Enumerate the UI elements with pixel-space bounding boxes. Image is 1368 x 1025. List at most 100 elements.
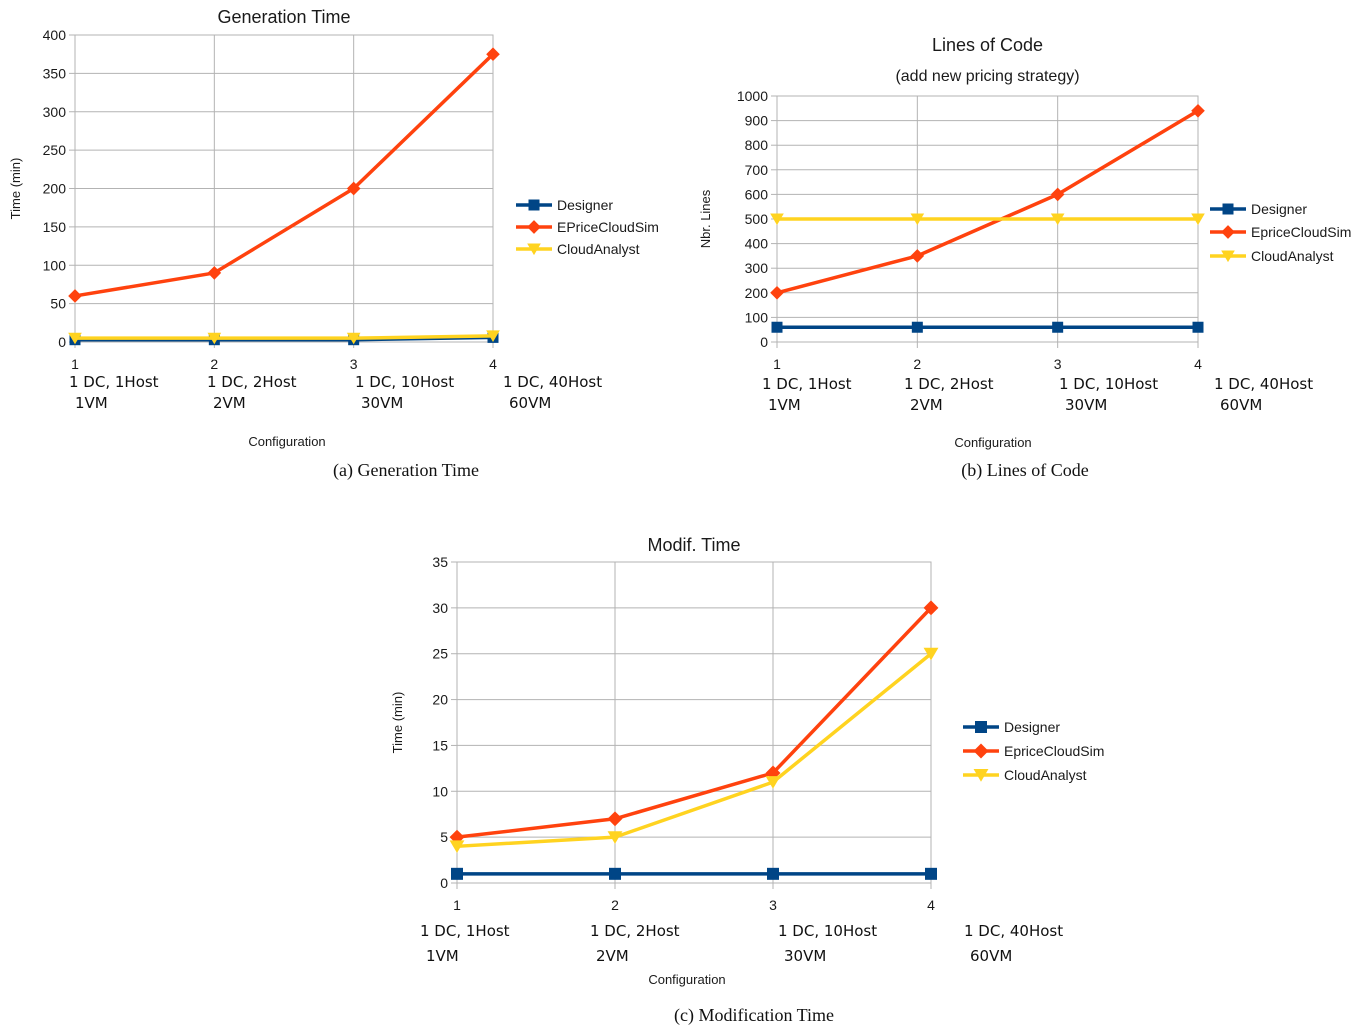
y-tick-label: 250 <box>43 142 67 158</box>
category-label-line1: 1 DC, 1Host <box>762 375 852 393</box>
legend-label: Designer <box>1004 719 1060 735</box>
category-label-line2: 2VM <box>213 394 246 412</box>
data-point-epricecloudsim <box>68 289 82 303</box>
y-tick-label: 300 <box>745 260 769 276</box>
series-line-cloudanalyst <box>75 334 494 340</box>
data-point-cloudanalyst <box>1050 213 1065 226</box>
category-label-line2: 2VM <box>910 396 943 414</box>
category-label-line2: 60VM <box>509 394 551 412</box>
x-tick-label: 3 <box>1054 356 1062 372</box>
y-tick-label: 600 <box>745 186 769 202</box>
data-point-epricecloudsim <box>607 811 623 827</box>
data-point-designer <box>911 321 923 333</box>
y-tick-label: 30 <box>432 600 448 616</box>
figure-caption: (b) Lines of Code <box>961 460 1088 481</box>
y-tick-label: 150 <box>43 219 67 235</box>
category-label-line2: 1VM <box>768 396 801 414</box>
x-tick-label: 1 <box>71 356 79 372</box>
category-label-line1: 1 DC, 2Host <box>904 375 994 393</box>
data-point-epricecloudsim <box>486 47 500 62</box>
y-axis-label: Time (min) <box>390 692 405 754</box>
legend-label: CloudAnalyst <box>557 241 640 257</box>
x-tick-label: 3 <box>769 897 777 913</box>
data-point-cloudanalyst <box>68 332 82 345</box>
y-tick-label: 200 <box>745 285 769 301</box>
y-tick-label: 35 <box>432 554 448 570</box>
data-point-cloudanalyst <box>765 776 781 789</box>
y-tick-label: 100 <box>43 257 67 273</box>
x-tick-label: 4 <box>489 356 497 372</box>
x-axis-label: Configuration <box>648 972 725 987</box>
legend-swatch-marker <box>1222 203 1234 215</box>
figure-caption: (c) Modification Time <box>674 1005 834 1025</box>
data-point-cloudanalyst <box>770 213 784 226</box>
data-point-cloudanalyst <box>923 647 939 661</box>
category-label-line2: 30VM <box>361 394 403 412</box>
y-tick-label: 0 <box>760 334 768 350</box>
data-point-designer <box>609 867 621 880</box>
x-tick-label: 3 <box>350 356 358 372</box>
y-tick-label: 400 <box>745 236 769 252</box>
category-label-line2: 30VM <box>1065 396 1107 414</box>
plot-frame <box>74 34 494 343</box>
chart-generation-time: Generation Time 0 50 100 150 200 250 300 350 400 1… <box>8 7 659 481</box>
category-label-line1: 1 DC, 10Host <box>778 922 877 940</box>
series-line-epricecloudsim <box>776 109 1199 295</box>
category-label-line2: 1VM <box>75 394 108 412</box>
x-tick-label: 1 <box>453 897 461 913</box>
data-point-cloudanalyst <box>1191 213 1205 226</box>
plot-frame <box>456 561 932 884</box>
chart-lines-of-code: Lines of Code (add new pricing strategy) 0… <box>698 35 1351 481</box>
x-tick-label: 2 <box>611 897 619 913</box>
chart-title: Lines of Code <box>932 35 1043 55</box>
data-point-designer <box>925 867 937 880</box>
legend-label: EpriceCloudSim <box>1251 224 1351 240</box>
data-point-designer <box>1192 321 1204 333</box>
y-tick-label: 10 <box>432 783 448 799</box>
y-tick-label: 700 <box>745 162 769 178</box>
data-point-cloudanalyst <box>607 831 623 844</box>
data-point-cloudanalyst <box>346 332 361 345</box>
category-label-line1: 1 DC, 1Host <box>69 373 159 391</box>
legend-label: Designer <box>1251 201 1307 217</box>
legend-swatch-marker <box>975 721 987 733</box>
y-tick-label: 25 <box>432 646 448 662</box>
series-line-epricecloudsim <box>74 52 495 298</box>
figure-caption: (a) Generation Time <box>333 460 479 481</box>
y-tick-label: 800 <box>745 137 769 153</box>
category-label-line1: 1 DC, 40Host <box>503 373 602 391</box>
data-point-cloudanalyst <box>486 330 500 342</box>
data-point-designer <box>767 867 779 880</box>
legend-swatch-marker <box>1221 225 1235 239</box>
data-point-epricecloudsim <box>346 181 361 196</box>
x-tick-label: 2 <box>913 356 921 372</box>
legend-label: Designer <box>557 197 613 213</box>
y-tick-label: 50 <box>50 296 66 312</box>
x-axis-label: Configuration <box>248 434 325 449</box>
x-tick-label: 1 <box>773 356 781 372</box>
series-line-cloudanalyst <box>456 652 933 849</box>
legend-label: EPriceCloudSim <box>557 219 659 235</box>
chart-title: Modif. Time <box>647 535 740 555</box>
y-tick-label: 0 <box>440 875 448 891</box>
data-point-epricecloudsim <box>449 829 465 845</box>
y-tick-label: 200 <box>43 181 67 197</box>
category-label-line1: 1 DC, 40Host <box>964 922 1063 940</box>
legend-label: EpriceCloudSim <box>1004 743 1104 759</box>
x-tick-label: 4 <box>927 897 935 913</box>
x-tick-label: 4 <box>1194 356 1202 372</box>
data-point-epricecloudsim <box>1191 103 1205 118</box>
y-tick-label: 15 <box>432 737 448 753</box>
category-label-line2: 2VM <box>596 947 629 965</box>
chart-subtitle: (add new pricing strategy) <box>895 68 1079 85</box>
data-point-epricecloudsim <box>1050 187 1065 202</box>
y-tick-label: 5 <box>440 829 448 845</box>
data-point-epricecloudsim <box>207 266 222 280</box>
data-point-epricecloudsim <box>770 285 784 300</box>
data-point-designer <box>771 321 783 333</box>
category-label-line2: 30VM <box>784 947 826 965</box>
y-tick-label: 1000 <box>737 88 768 104</box>
legend-label: CloudAnalyst <box>1004 767 1087 783</box>
category-label-line2: 60VM <box>970 947 1012 965</box>
